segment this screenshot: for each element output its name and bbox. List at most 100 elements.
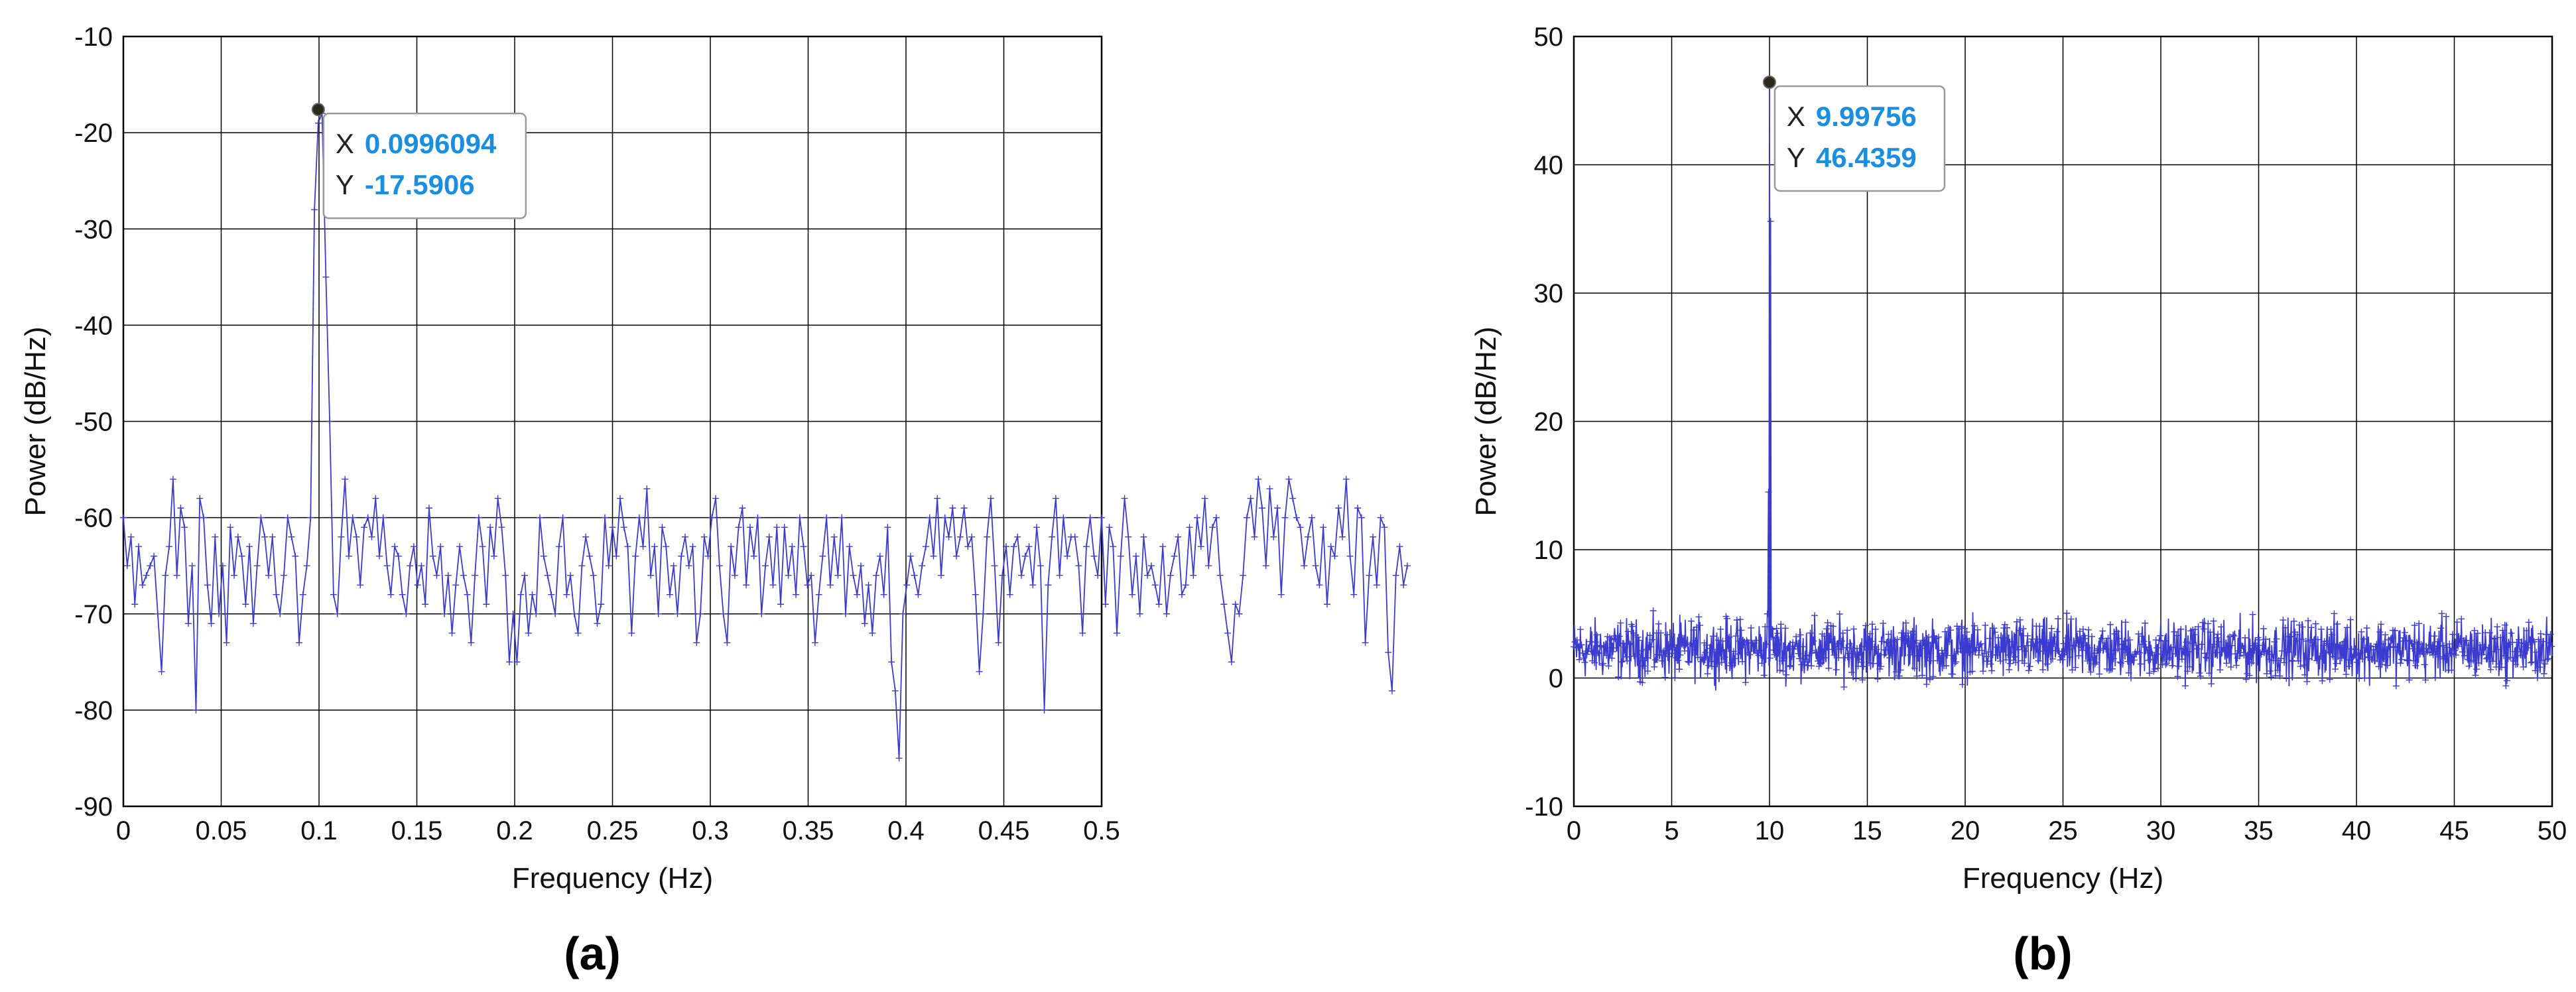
datatip-y-value-b: 46.4359 bbox=[1816, 142, 1917, 173]
data-point-marker bbox=[2394, 643, 2401, 651]
data-point-marker bbox=[1773, 625, 1780, 632]
data-point-marker bbox=[1194, 514, 1201, 521]
data-point-marker bbox=[2106, 621, 2114, 628]
data-point-marker bbox=[1144, 572, 1151, 579]
data-point-marker bbox=[1943, 662, 1950, 670]
data-point-marker bbox=[1301, 562, 1308, 570]
data-point-marker bbox=[2018, 643, 2025, 651]
data-point-marker bbox=[754, 514, 761, 521]
data-point-marker bbox=[1946, 638, 1953, 645]
data-point-marker bbox=[2520, 663, 2527, 670]
data-point-marker bbox=[1396, 543, 1403, 550]
data-point-marker bbox=[678, 552, 685, 560]
data-point-marker bbox=[2273, 635, 2280, 643]
data-point-marker bbox=[1793, 640, 1801, 647]
data-point-marker bbox=[2310, 643, 2317, 650]
data-point-marker bbox=[1764, 610, 1771, 617]
data-point-marker bbox=[1753, 637, 1760, 644]
data-point-marker bbox=[2343, 671, 2350, 678]
data-point-marker bbox=[2384, 662, 2391, 669]
data-point-marker bbox=[1014, 533, 1021, 540]
data-point-marker bbox=[1955, 649, 1962, 656]
datatip-b[interactable]: X 9.99756 Y 46.4359 bbox=[1762, 75, 1946, 192]
y-tick-label: -30 bbox=[74, 215, 113, 244]
data-point-marker bbox=[253, 562, 261, 570]
data-point-marker bbox=[1663, 631, 1671, 639]
data-point-marker bbox=[811, 639, 818, 647]
data-point-marker bbox=[1706, 645, 1713, 652]
series-a bbox=[120, 110, 1411, 762]
data-point-marker bbox=[2183, 639, 2190, 646]
data-point-marker bbox=[1388, 687, 1395, 694]
data-point-marker bbox=[204, 582, 211, 589]
datatip-a[interactable]: X 0.0996094 Y -17.5906 bbox=[311, 103, 527, 219]
data-point-marker bbox=[1901, 632, 1909, 639]
data-point-marker bbox=[777, 601, 785, 608]
data-point-marker bbox=[1354, 505, 1362, 512]
data-point-marker bbox=[1874, 675, 1882, 682]
data-point-marker bbox=[1714, 637, 1722, 644]
data-point-marker bbox=[2050, 640, 2057, 647]
data-point-marker bbox=[2383, 653, 2390, 660]
data-point-marker bbox=[1132, 552, 1139, 560]
data-point-marker bbox=[2281, 659, 2288, 666]
data-point-marker bbox=[1820, 648, 1827, 655]
data-point-marker bbox=[123, 562, 131, 570]
data-point-marker bbox=[1121, 495, 1128, 502]
data-point-marker bbox=[1592, 639, 1599, 646]
data-point-marker bbox=[269, 533, 276, 540]
data-point-marker bbox=[472, 572, 479, 579]
data-point-marker bbox=[2014, 646, 2022, 653]
data-point-marker bbox=[1175, 533, 1182, 540]
data-point-marker bbox=[865, 582, 872, 589]
data-point-marker bbox=[773, 524, 781, 531]
data-point-marker bbox=[2373, 641, 2380, 648]
data-point-marker bbox=[2229, 631, 2236, 639]
data-point-marker bbox=[2315, 655, 2323, 662]
y-tick-label: 20 bbox=[1534, 408, 1564, 437]
data-point-marker bbox=[521, 572, 528, 579]
data-point-marker bbox=[858, 562, 865, 570]
data-point-marker bbox=[1935, 633, 1942, 641]
data-point-marker bbox=[1596, 642, 1604, 649]
data-point-marker bbox=[1590, 649, 1597, 656]
data-point-marker bbox=[2055, 615, 2062, 623]
data-point-marker bbox=[1320, 524, 1327, 531]
data-point-marker bbox=[2435, 643, 2442, 650]
data-point-marker bbox=[2160, 648, 2167, 655]
data-point-marker bbox=[437, 543, 444, 550]
data-point-marker bbox=[1285, 475, 1293, 483]
data-point-marker bbox=[1890, 647, 1897, 654]
data-point-marker bbox=[1853, 645, 1860, 652]
data-point-marker bbox=[2299, 623, 2306, 631]
data-point-marker bbox=[2244, 658, 2252, 665]
data-point-marker bbox=[761, 562, 769, 570]
datatip-marker-b[interactable] bbox=[1762, 75, 1776, 89]
data-point-marker bbox=[2200, 625, 2207, 633]
data-point-marker bbox=[2059, 656, 2066, 663]
data-point-marker bbox=[1716, 641, 1723, 649]
data-point-marker bbox=[2012, 658, 2020, 666]
data-point-marker bbox=[1724, 635, 1732, 642]
data-point-marker bbox=[2518, 652, 2526, 659]
data-point-marker bbox=[2547, 631, 2554, 638]
data-point-marker bbox=[796, 514, 803, 521]
datatip-marker-a[interactable] bbox=[311, 103, 325, 117]
data-point-marker bbox=[2232, 651, 2239, 658]
data-point-marker bbox=[334, 610, 341, 617]
data-point-marker bbox=[2455, 639, 2463, 646]
data-point-marker bbox=[2535, 636, 2542, 643]
data-point-marker bbox=[1896, 672, 1903, 680]
data-point-marker bbox=[2120, 641, 2127, 648]
data-point-marker bbox=[1600, 660, 1607, 667]
x-tick-label: 10 bbox=[1755, 816, 1785, 845]
data-point-marker bbox=[2298, 636, 2305, 643]
data-point-marker bbox=[177, 505, 184, 512]
data-point-marker bbox=[139, 582, 146, 589]
data-point-marker bbox=[1646, 632, 1653, 639]
data-point-marker bbox=[2518, 639, 2525, 647]
data-point-marker bbox=[1247, 495, 1254, 502]
data-point-marker bbox=[1659, 649, 1667, 656]
data-point-marker bbox=[1813, 649, 1821, 656]
data-point-marker bbox=[2051, 633, 2059, 641]
